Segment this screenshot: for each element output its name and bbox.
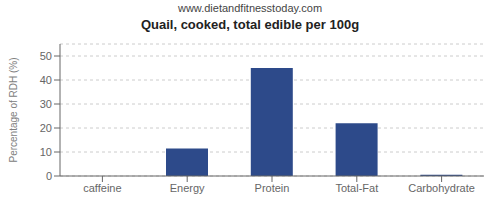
svg-text:Carbohydrate: Carbohydrate	[408, 182, 475, 194]
svg-text:30: 30	[40, 98, 52, 110]
svg-text:10: 10	[40, 146, 52, 158]
svg-text:40: 40	[40, 74, 52, 86]
svg-text:caffeine: caffeine	[83, 182, 121, 194]
svg-text:20: 20	[40, 122, 52, 134]
svg-text:0: 0	[46, 170, 52, 182]
svg-text:Percentage of RDH (%): Percentage of RDH (%)	[8, 57, 19, 162]
html-text:www.dietandfitnesstoday.com: www.dietandfitnesstoday.com	[178, 2, 322, 14]
svg-text:Energy: Energy	[170, 182, 205, 194]
svg-text:50: 50	[40, 50, 52, 62]
svg-text:Protein: Protein	[255, 182, 290, 194]
html-text:Quail, cooked, total edible pe: Quail, cooked, total edible per 100g	[140, 17, 360, 32]
svg-text:Total-Fat: Total-Fat	[335, 182, 378, 194]
